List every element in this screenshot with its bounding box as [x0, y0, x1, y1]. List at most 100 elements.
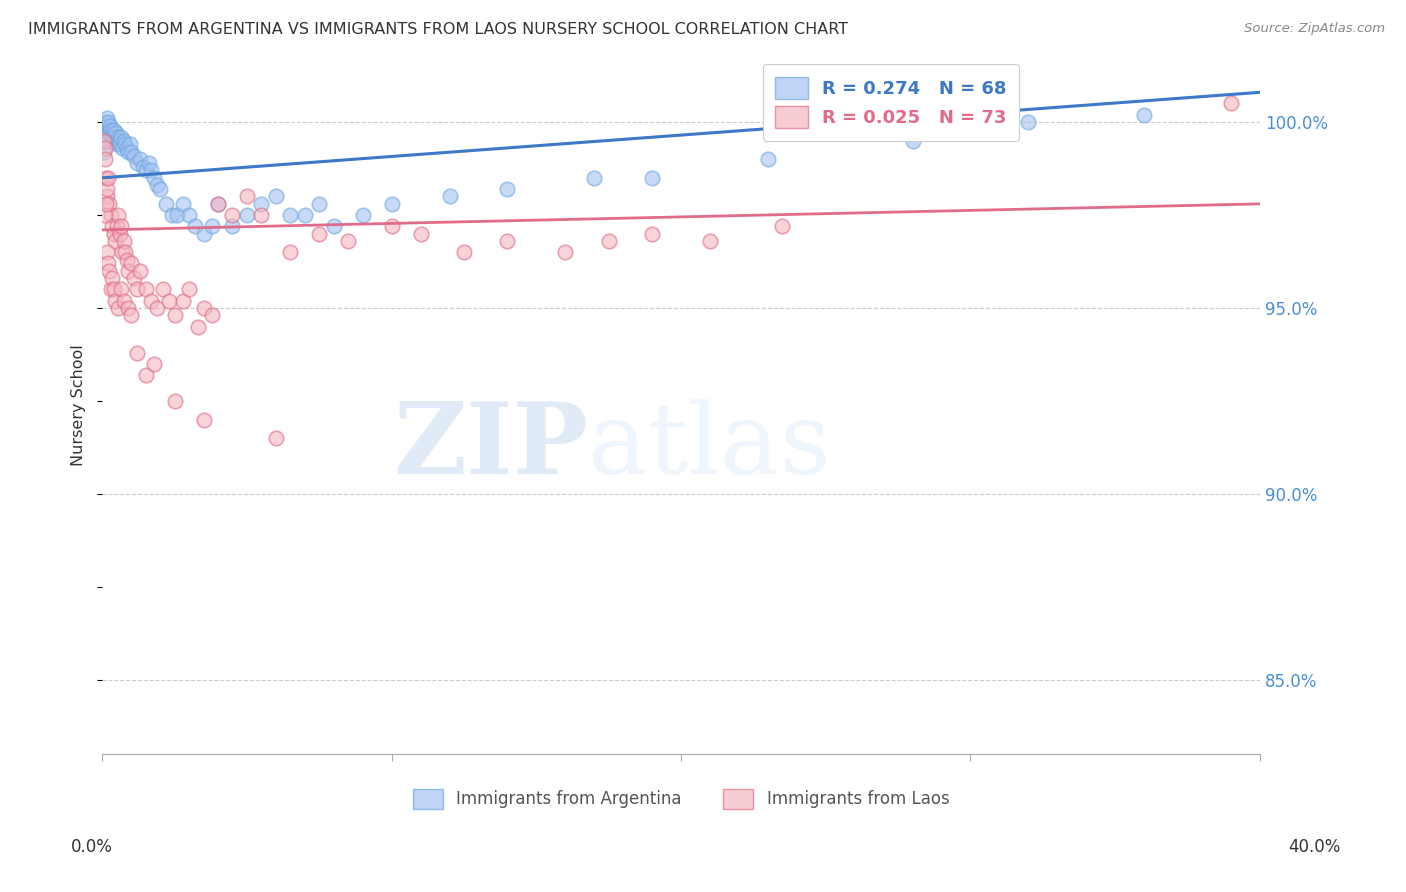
Point [107, 301, 129, 315]
Point [201, 219, 224, 234]
Legend: Immigrants from Argentina, Immigrants from Laos: Immigrants from Argentina, Immigrants fr… [406, 782, 956, 816]
Point [97, 115, 120, 129]
Point [264, 431, 287, 445]
Point [135, 368, 157, 382]
Point [120, 256, 142, 270]
Point [118, 137, 141, 152]
Point [103, 227, 125, 241]
Point [135, 282, 157, 296]
Point [337, 234, 360, 248]
Point [115, 141, 138, 155]
Point [94, 170, 117, 185]
Text: Source: ZipAtlas.com: Source: ZipAtlas.com [1244, 22, 1385, 36]
Point [250, 208, 273, 222]
Point [128, 153, 150, 167]
Point [98, 197, 121, 211]
Text: 0.0%: 0.0% [70, 838, 112, 855]
Point [125, 345, 148, 359]
Point [93, 145, 115, 159]
Point [132, 160, 155, 174]
Point [125, 156, 148, 170]
Point [143, 357, 166, 371]
Point [96, 189, 118, 203]
Point [104, 134, 127, 148]
Point [100, 122, 122, 136]
Point [103, 282, 125, 296]
Point [93, 141, 115, 155]
Point [193, 301, 215, 315]
Point [308, 197, 330, 211]
Point [250, 197, 273, 211]
Point [294, 208, 316, 222]
Point [101, 271, 124, 285]
Point [583, 170, 606, 185]
Text: atlas: atlas [589, 399, 831, 494]
Point [157, 293, 180, 308]
Point [135, 163, 157, 178]
Point [598, 234, 620, 248]
Point [207, 197, 229, 211]
Point [322, 219, 344, 234]
Point [105, 137, 128, 152]
Point [193, 412, 215, 426]
Point [177, 208, 200, 222]
Point [111, 245, 134, 260]
Point [117, 145, 139, 159]
Point [201, 309, 224, 323]
Point [138, 156, 160, 170]
Text: 40.0%: 40.0% [1288, 838, 1341, 855]
Point [114, 137, 136, 152]
Point [278, 208, 301, 222]
Point [105, 134, 128, 148]
Point [901, 134, 924, 148]
Point [163, 394, 186, 409]
Point [112, 234, 135, 248]
Point [352, 208, 374, 222]
Point [439, 189, 461, 203]
Point [112, 134, 135, 148]
Point [100, 208, 122, 222]
Point [96, 182, 118, 196]
Point [453, 245, 475, 260]
Point [146, 301, 169, 315]
Point [172, 197, 194, 211]
Point [756, 153, 779, 167]
Point [112, 293, 135, 308]
Point [100, 130, 122, 145]
Point [122, 148, 145, 162]
Point [1133, 108, 1156, 122]
Point [163, 309, 186, 323]
Point [104, 293, 127, 308]
Point [699, 234, 721, 248]
Point [149, 182, 172, 196]
Point [107, 208, 129, 222]
Point [381, 219, 404, 234]
Point [221, 219, 243, 234]
Point [93, 134, 115, 148]
Point [115, 252, 138, 267]
Point [146, 178, 169, 193]
Point [94, 122, 117, 136]
Point [110, 282, 132, 296]
Point [166, 208, 188, 222]
Point [98, 264, 121, 278]
Point [236, 208, 259, 222]
Text: ZIP: ZIP [394, 398, 589, 495]
Point [120, 145, 142, 159]
Point [98, 119, 121, 133]
Point [141, 293, 163, 308]
Point [207, 197, 229, 211]
Point [125, 282, 148, 296]
Point [187, 319, 209, 334]
Point [100, 282, 122, 296]
Point [104, 234, 127, 248]
Point [177, 282, 200, 296]
Point [108, 134, 131, 148]
Point [155, 197, 177, 211]
Point [496, 234, 519, 248]
Point [172, 293, 194, 308]
Point [110, 219, 132, 234]
Point [103, 130, 125, 145]
Point [110, 130, 132, 145]
Point [103, 122, 125, 136]
